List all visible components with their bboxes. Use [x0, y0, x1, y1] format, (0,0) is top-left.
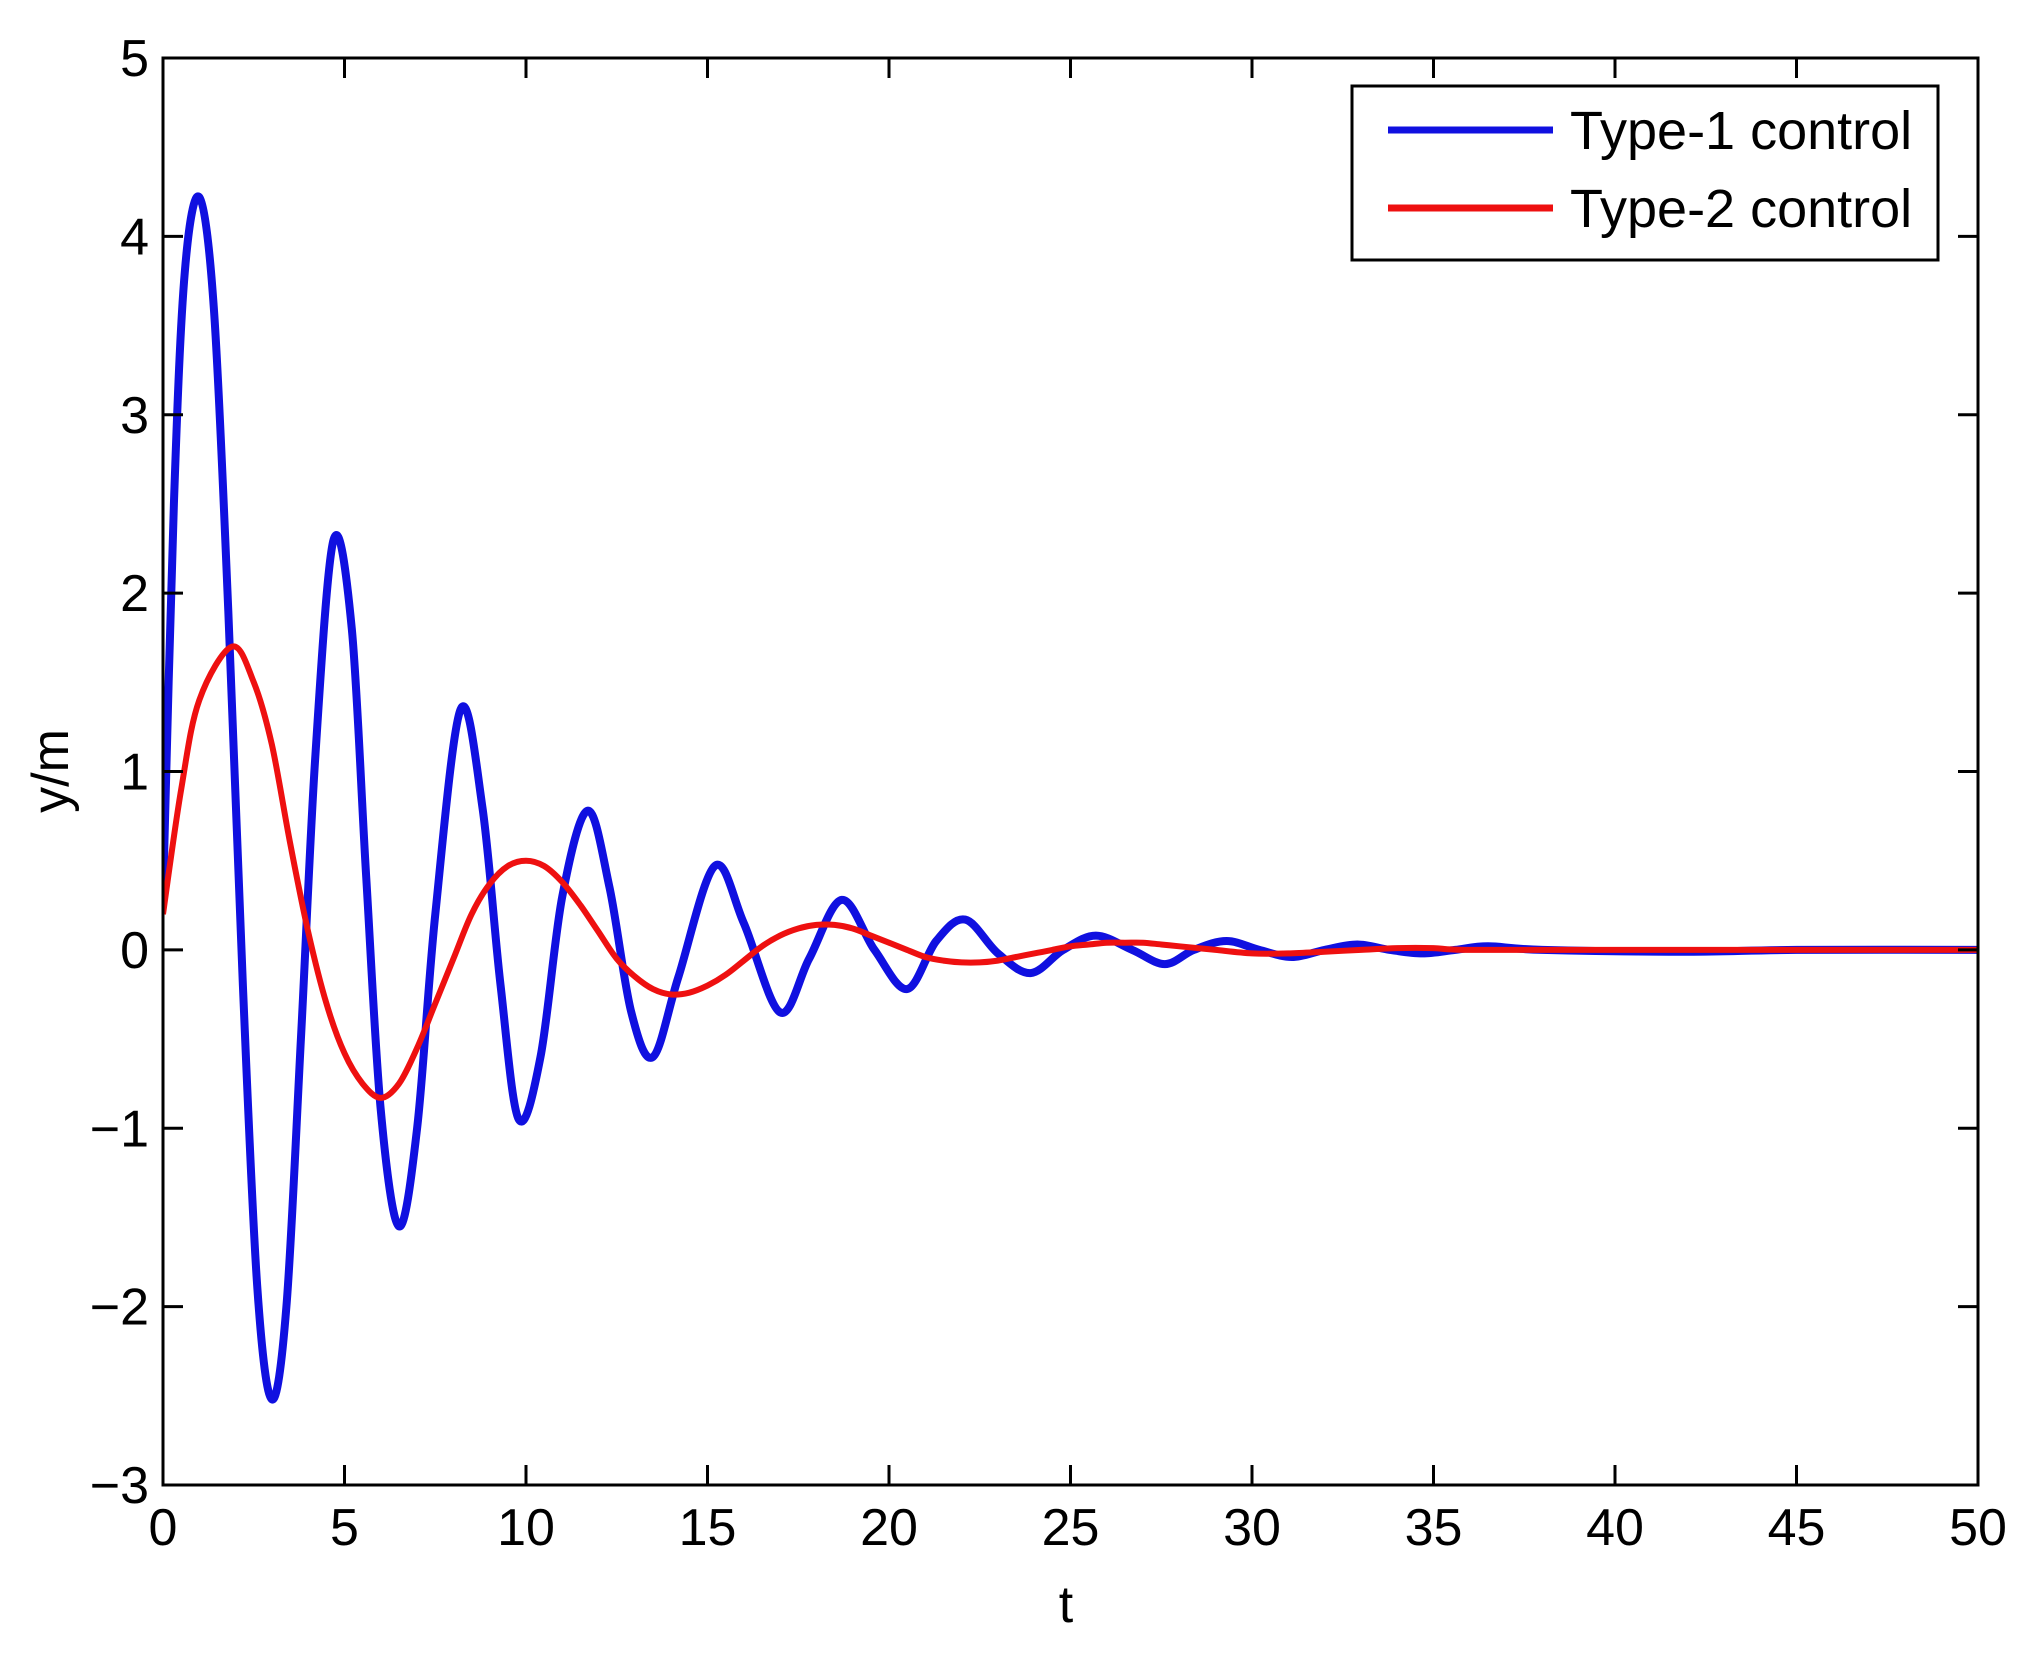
- x-tick-label: 10: [497, 1499, 555, 1557]
- legend-box: [1350, 84, 1940, 262]
- legend-label-type-1: Type-1 control: [1570, 101, 1912, 161]
- y-tick-label: 0: [120, 922, 149, 980]
- legend-label-type-2: Type-2 control: [1570, 179, 1912, 239]
- plot-area: [163, 58, 1978, 1485]
- x-axis-label: t: [1059, 1576, 1074, 1634]
- y-tick-label: −2: [90, 1279, 149, 1337]
- x-tick-label: 20: [860, 1499, 918, 1557]
- y-tick-label: 5: [120, 30, 149, 88]
- x-tick-label: 0: [149, 1499, 178, 1557]
- y-tick-label: 2: [120, 565, 149, 623]
- x-tick-label: 40: [1586, 1499, 1644, 1557]
- y-tick-label: 1: [120, 744, 149, 802]
- x-tick-label: 35: [1405, 1499, 1463, 1557]
- x-tick-label: 45: [1768, 1499, 1826, 1557]
- y-tick-label: 3: [120, 387, 149, 445]
- y-axis-label: y/m: [22, 729, 80, 813]
- y-tick-label: 4: [120, 208, 149, 266]
- x-tick-label: 5: [330, 1499, 359, 1557]
- x-tick-label: 30: [1223, 1499, 1281, 1557]
- legend: Type-1 control Type-2 control: [1350, 84, 1940, 262]
- y-tick-label: −1: [90, 1100, 149, 1158]
- y-tick-label: −3: [90, 1457, 149, 1515]
- x-tick-label: 15: [679, 1499, 737, 1557]
- series-layer: [163, 192, 1978, 1404]
- x-tick-label: 50: [1949, 1499, 2007, 1557]
- x-tick-label: 25: [1042, 1499, 1100, 1557]
- series-line-type-2: [163, 643, 1978, 1101]
- series-line-type-1: [163, 192, 1978, 1404]
